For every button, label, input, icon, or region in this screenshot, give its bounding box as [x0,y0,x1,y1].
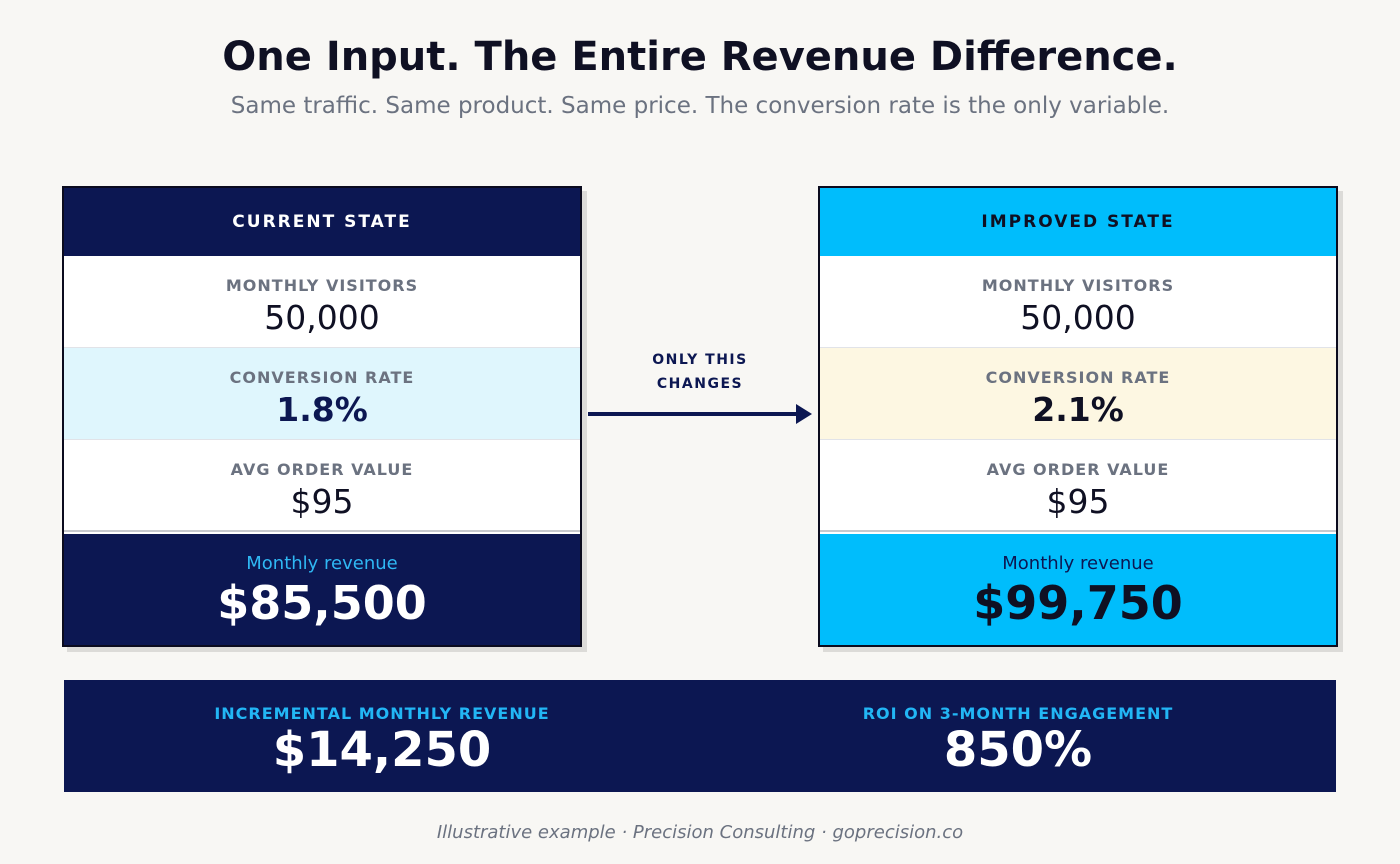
improved-revenue-value: $99,750 [973,576,1183,630]
arrow-right-icon [796,404,812,424]
improved-conversion-value: 2.1% [1032,390,1124,429]
current-visitors-row: MONTHLY VISITORS 50,000 [64,256,580,348]
improved-visitors-label: MONTHLY VISITORS [981,276,1175,295]
page-subtitle: Same traffic. Same product. Same price. … [230,93,1170,119]
improved-aov-row: AVG ORDER VALUE $95 [820,440,1336,532]
improved-visitors-value: 50,000 [1020,298,1136,337]
improved-state-card: IMPROVED STATE MONTHLY VISITORS 50,000 C… [818,186,1338,647]
improved-state-header: IMPROVED STATE [820,188,1336,256]
improved-aov-value: $95 [1046,482,1110,521]
current-aov-value: $95 [290,482,354,521]
incremental-revenue-value: $14,250 [272,722,492,778]
page-title: One Input. The Entire Revenue Difference… [222,34,1178,80]
current-revenue-panel: Monthly revenue $85,500 [64,534,580,645]
current-conversion-label: CONVERSION RATE [229,368,415,387]
arrow-caption: ONLY THIS CHANGES [600,348,800,396]
incremental-revenue-metric: INCREMENTAL MONTHLY REVENUE $14,250 [132,680,632,792]
current-state-header: CURRENT STATE [64,188,580,256]
current-revenue-value: $85,500 [217,576,427,630]
improved-conversion-row: CONVERSION RATE 2.1% [820,348,1336,440]
current-revenue-label: Monthly revenue [246,553,398,574]
improved-aov-label: AVG ORDER VALUE [986,460,1170,479]
arrow-line [588,412,800,416]
improved-revenue-panel: Monthly revenue $99,750 [820,534,1336,645]
summary-banner: INCREMENTAL MONTHLY REVENUE $14,250 ROI … [64,680,1336,792]
current-conversion-value: 1.8% [276,390,368,429]
arrow-caption-line2: CHANGES [656,376,744,392]
roi-value: 850% [943,722,1093,778]
current-visitors-value: 50,000 [264,298,380,337]
current-state-card: CURRENT STATE MONTHLY VISITORS 50,000 CO… [62,186,582,647]
current-aov-label: AVG ORDER VALUE [230,460,414,479]
improved-conversion-label: CONVERSION RATE [985,368,1171,387]
current-aov-row: AVG ORDER VALUE $95 [64,440,580,532]
arrow-caption-line1: ONLY THIS [652,352,748,368]
roi-metric: ROI ON 3-MONTH ENGAGEMENT 850% [768,680,1268,792]
current-visitors-label: MONTHLY VISITORS [225,276,419,295]
improved-revenue-label: Monthly revenue [1002,553,1154,574]
incremental-revenue-label: INCREMENTAL MONTHLY REVENUE [214,704,550,723]
footer-note: Illustrative example · Precision Consult… [436,822,964,843]
improved-visitors-row: MONTHLY VISITORS 50,000 [820,256,1336,348]
roi-label: ROI ON 3-MONTH ENGAGEMENT [862,704,1174,723]
current-conversion-row: CONVERSION RATE 1.8% [64,348,580,440]
